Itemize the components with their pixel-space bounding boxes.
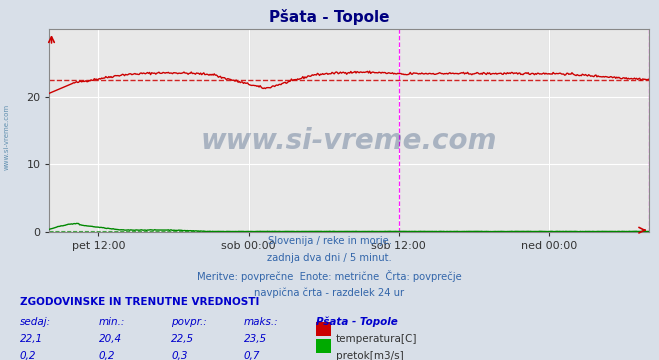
Text: 20,4: 20,4 (99, 334, 122, 344)
Text: 0,2: 0,2 (20, 351, 36, 360)
Text: 0,7: 0,7 (244, 351, 260, 360)
Text: navpična črta - razdelek 24 ur: navpična črta - razdelek 24 ur (254, 288, 405, 298)
Text: 23,5: 23,5 (244, 334, 267, 344)
Text: sedaj:: sedaj: (20, 317, 51, 327)
Text: zadnja dva dni / 5 minut.: zadnja dva dni / 5 minut. (267, 253, 392, 263)
Text: www.si-vreme.com: www.si-vreme.com (201, 127, 498, 155)
Text: pretok[m3/s]: pretok[m3/s] (336, 351, 404, 360)
Text: 22,5: 22,5 (171, 334, 194, 344)
Text: www.si-vreme.com: www.si-vreme.com (3, 104, 10, 170)
Text: Meritve: povprečne  Enote: metrične  Črta: povprečje: Meritve: povprečne Enote: metrične Črta:… (197, 270, 462, 282)
Text: 0,2: 0,2 (99, 351, 115, 360)
Text: min.:: min.: (99, 317, 125, 327)
Text: ZGODOVINSKE IN TRENUTNE VREDNOSTI: ZGODOVINSKE IN TRENUTNE VREDNOSTI (20, 297, 259, 307)
Text: 0,3: 0,3 (171, 351, 188, 360)
Text: Pšata - Topole: Pšata - Topole (316, 317, 398, 327)
Text: Slovenija / reke in morje.: Slovenija / reke in morje. (268, 236, 391, 246)
Text: maks.:: maks.: (244, 317, 279, 327)
Text: 22,1: 22,1 (20, 334, 43, 344)
Text: temperatura[C]: temperatura[C] (336, 334, 418, 344)
Text: Pšata - Topole: Pšata - Topole (270, 9, 389, 25)
Text: povpr.:: povpr.: (171, 317, 207, 327)
